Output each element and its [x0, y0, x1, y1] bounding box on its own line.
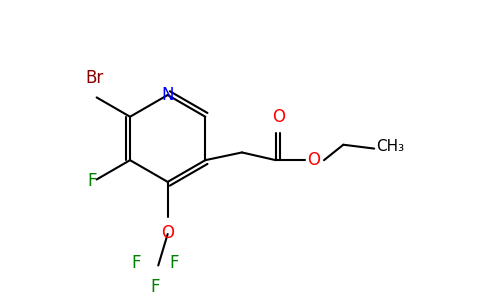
Text: F: F: [88, 172, 97, 190]
Text: N: N: [162, 86, 174, 104]
Text: Br: Br: [86, 69, 104, 87]
Text: O: O: [272, 108, 285, 126]
Text: F: F: [170, 254, 180, 272]
Text: F: F: [151, 278, 160, 296]
Text: O: O: [307, 151, 319, 169]
Text: O: O: [161, 224, 174, 242]
Text: F: F: [131, 254, 141, 272]
Text: CH₃: CH₃: [376, 139, 404, 154]
